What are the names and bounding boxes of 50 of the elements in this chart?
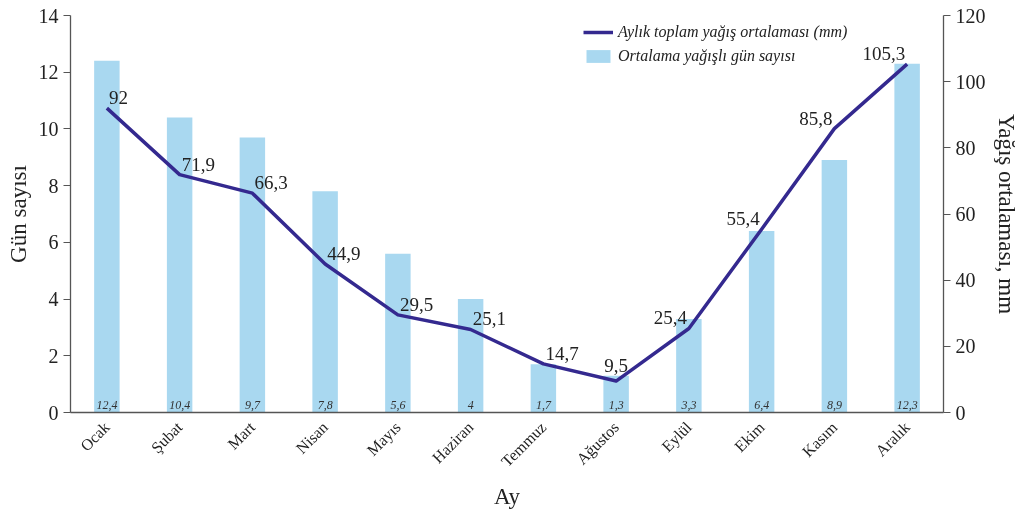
y2-tick-label: 40 xyxy=(955,269,976,292)
y-tick-label: 0 xyxy=(48,401,59,424)
data-label: 4 xyxy=(467,397,474,412)
data-label: 3,3 xyxy=(680,397,697,412)
y-tick-label: 14 xyxy=(38,4,59,27)
data-label: 1,3 xyxy=(608,397,624,412)
y2-tick-label: 120 xyxy=(955,4,986,27)
bar xyxy=(530,364,557,413)
data-label: 92 xyxy=(108,87,128,109)
data-label: 66,3 xyxy=(254,172,288,194)
data-label: 25,1 xyxy=(472,308,506,330)
y2-tick-label: 0 xyxy=(955,401,966,424)
y2-tick-label: 60 xyxy=(955,203,976,225)
y2-tick-label: 80 xyxy=(955,136,976,159)
x-axis-title: Ay xyxy=(494,483,521,509)
x-tick-label: Ocak xyxy=(76,418,113,455)
data-label: 10,4 xyxy=(169,397,191,412)
x-tick-label: Mart xyxy=(224,418,259,453)
y-tick-label: 12 xyxy=(38,61,59,84)
y2-axis-title: Yağış ortalaması, mm xyxy=(993,113,1019,315)
data-label: 6,4 xyxy=(754,397,770,412)
data-label: 5,6 xyxy=(390,397,406,412)
legend-label: Aylık toplam yağış ortalaması (mm) xyxy=(618,23,848,41)
data-label: 71,9 xyxy=(181,153,215,175)
data-label: 9,7 xyxy=(244,397,261,412)
data-label: 12,4 xyxy=(96,397,118,412)
y-tick-label: 10 xyxy=(38,117,59,140)
data-label: 29,5 xyxy=(399,293,434,315)
y-axis-title: Gün sayısı xyxy=(5,165,31,263)
y2-tick-label: 100 xyxy=(955,70,986,93)
bar xyxy=(894,63,920,413)
data-label: 55,4 xyxy=(726,208,761,230)
data-label: 14,7 xyxy=(545,342,579,364)
data-label: 12,3 xyxy=(896,397,918,412)
data-label: 9,5 xyxy=(604,355,628,377)
y-tick-label: 2 xyxy=(48,344,59,367)
y2-tick-label: 20 xyxy=(955,335,976,358)
data-label: 1,7 xyxy=(535,397,552,412)
data-label: 105,3 xyxy=(862,43,906,65)
y-tick-label: 6 xyxy=(48,231,59,254)
data-label: 8,9 xyxy=(826,397,842,412)
data-label: 25,4 xyxy=(653,307,688,329)
legend-label: Ortalama yağışlı gün sayısı xyxy=(618,47,796,65)
data-label: 85,8 xyxy=(799,107,833,129)
y-tick-label: 8 xyxy=(48,174,59,197)
bar xyxy=(748,231,775,413)
data-label: 44,9 xyxy=(327,242,361,264)
bar xyxy=(821,160,848,413)
y-tick-label: 4 xyxy=(48,288,59,311)
data-label: 7,8 xyxy=(317,397,333,412)
